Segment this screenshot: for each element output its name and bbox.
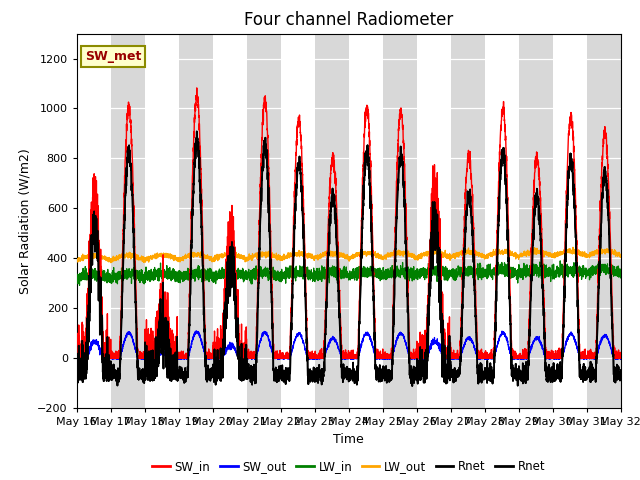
LW_in	[398, 270, 406, 276]
SW_out	[369, 345, 377, 351]
X-axis label: Time: Time	[333, 432, 364, 445]
Bar	[383, 34, 417, 408]
LW_out	[369, 250, 377, 256]
Line: SW_out: SW_out	[77, 331, 621, 360]
SW_in	[398, 113, 406, 119]
SW_in	[498, 107, 506, 112]
Rnet	[398, 155, 406, 161]
LW_out	[398, 252, 406, 258]
Bar	[553, 34, 587, 408]
Rnet	[617, 367, 625, 373]
Bar	[349, 34, 383, 408]
Rnet	[408, 383, 416, 389]
Rnet	[369, 281, 377, 287]
LW_out	[525, 250, 532, 256]
Rnet	[186, 319, 193, 324]
SW_in	[186, 295, 193, 300]
Bar	[281, 34, 315, 408]
Bar	[145, 34, 179, 408]
SW_in	[617, 351, 625, 357]
LW_in	[369, 271, 377, 277]
Rnet	[617, 367, 625, 373]
SW_out	[617, 356, 625, 361]
Rnet	[73, 372, 81, 378]
LW_in	[76, 282, 83, 288]
LW_out	[498, 248, 506, 253]
SW_out	[398, 331, 406, 336]
SW_out	[193, 328, 200, 334]
SW_out	[73, 356, 81, 361]
Bar	[485, 34, 519, 408]
Line: Rnet: Rnet	[77, 132, 621, 386]
Bar	[417, 34, 451, 408]
LW_out	[73, 256, 81, 262]
Bar	[111, 34, 145, 408]
LW_in	[556, 258, 564, 264]
Rnet	[499, 149, 506, 155]
LW_in	[73, 273, 81, 279]
SW_out	[76, 357, 83, 362]
Rnet	[408, 383, 416, 389]
LW_in	[617, 271, 625, 277]
Line: LW_in: LW_in	[77, 261, 621, 285]
Legend: SW_in, SW_out, LW_in, LW_out, Rnet, Rnet: SW_in, SW_out, LW_in, LW_out, Rnet, Rnet	[148, 455, 550, 478]
Bar	[179, 34, 212, 408]
LW_out	[569, 244, 577, 250]
Line: SW_in: SW_in	[77, 88, 621, 358]
LW_out	[617, 254, 625, 260]
Line: LW_out: LW_out	[77, 247, 621, 263]
SW_out	[525, 351, 532, 357]
LW_in	[539, 264, 547, 270]
Bar	[77, 34, 111, 408]
SW_in	[539, 262, 547, 268]
Rnet	[369, 281, 377, 287]
SW_in	[369, 248, 377, 254]
Bar	[212, 34, 247, 408]
LW_out	[107, 260, 115, 265]
LW_out	[539, 251, 547, 257]
Bar	[315, 34, 349, 408]
LW_in	[186, 271, 193, 276]
SW_out	[539, 345, 547, 351]
Rnet	[525, 338, 532, 344]
LW_in	[498, 271, 506, 277]
Title: Four channel Radiometer: Four channel Radiometer	[244, 11, 453, 29]
Rnet	[539, 295, 547, 301]
Bar	[587, 34, 621, 408]
Bar	[247, 34, 281, 408]
Y-axis label: Solar Radiation (W/m2): Solar Radiation (W/m2)	[19, 148, 32, 294]
Line: Rnet: Rnet	[77, 132, 621, 386]
SW_in	[525, 327, 532, 333]
Rnet	[193, 129, 200, 134]
Rnet	[193, 129, 200, 134]
Rnet	[499, 149, 506, 155]
Bar	[519, 34, 553, 408]
LW_in	[525, 272, 532, 277]
SW_in	[193, 85, 200, 91]
Text: SW_met: SW_met	[85, 50, 141, 63]
SW_in	[73, 355, 81, 361]
Rnet	[539, 295, 547, 301]
SW_out	[499, 331, 506, 336]
SW_out	[186, 347, 193, 353]
Rnet	[186, 319, 193, 324]
Bar	[451, 34, 485, 408]
LW_out	[186, 255, 193, 261]
Rnet	[398, 155, 406, 161]
Rnet	[73, 372, 81, 378]
Rnet	[525, 338, 532, 344]
